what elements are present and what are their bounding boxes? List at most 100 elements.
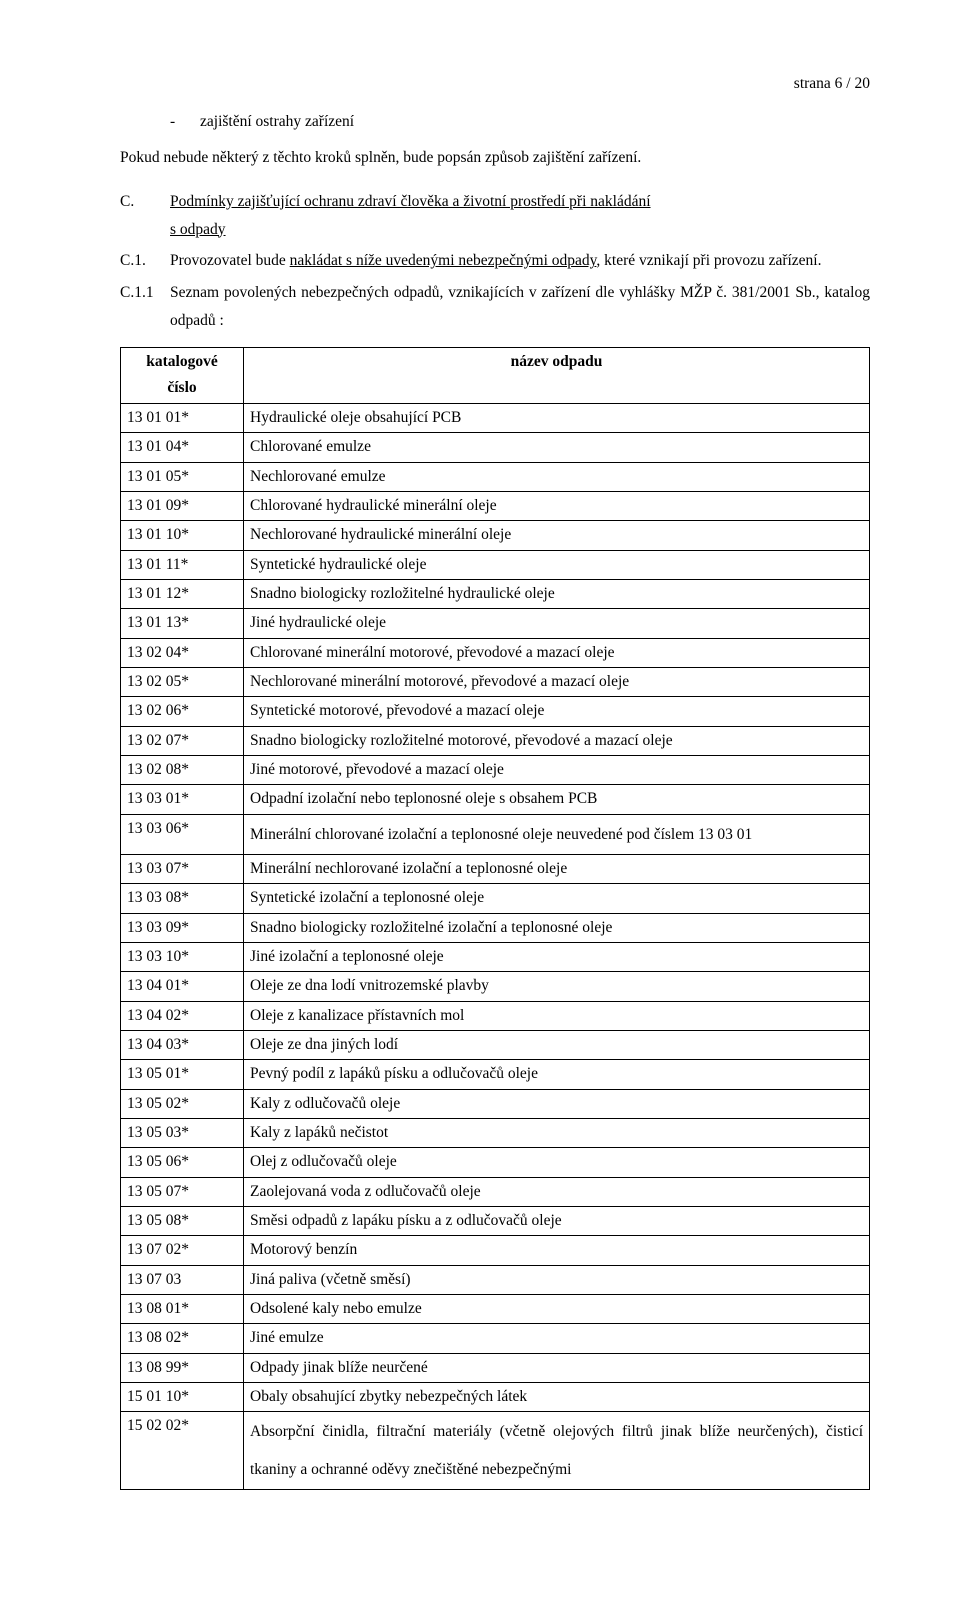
cell-code: 13 01 04*	[121, 433, 244, 462]
cell-name: Minerální chlorované izolační a teplonos…	[244, 814, 870, 854]
table-row: 13 02 05*Nechlorované minerální motorové…	[121, 667, 870, 696]
section-c11-body: Seznam povolených nebezpečných odpadů, v…	[170, 279, 870, 335]
cell-name: Snadno biologicky rozložitelné hydraulic…	[244, 579, 870, 608]
cell-code: 13 01 09*	[121, 491, 244, 520]
section-c-line1: Podmínky zajišťující ochranu zdraví člov…	[170, 193, 651, 210]
table-row: 13 01 10*Nechlorované hydraulické minerá…	[121, 521, 870, 550]
table-row: 13 01 01*Hydraulické oleje obsahující PC…	[121, 403, 870, 432]
cell-name: Oleje ze dna jiných lodí	[244, 1030, 870, 1059]
table-row: 13 04 03*Oleje ze dna jiných lodí	[121, 1030, 870, 1059]
section-c11-label: C.1.1	[120, 279, 170, 307]
cell-code: 13 02 06*	[121, 697, 244, 726]
page-number: strana 6 / 20	[120, 70, 870, 98]
table-row: 13 02 08*Jiné motorové, převodové a maza…	[121, 755, 870, 784]
table-row: 13 01 09*Chlorované hydraulické mineráln…	[121, 491, 870, 520]
cell-code: 13 01 10*	[121, 521, 244, 550]
table-row: 13 01 12*Snadno biologicky rozložitelné …	[121, 579, 870, 608]
table-row: 13 05 01*Pevný podíl z lapáků písku a od…	[121, 1060, 870, 1089]
cell-name: Kaly z odlučovačů oleje	[244, 1089, 870, 1118]
cell-name: Oleje z kanalizace přístavních mol	[244, 1001, 870, 1030]
cell-code: 13 03 06*	[121, 814, 244, 854]
table-row: 13 05 08*Směsi odpadů z lapáku písku a z…	[121, 1206, 870, 1235]
bullet-dash: -	[170, 108, 200, 136]
table-row: 13 03 09*Snadno biologicky rozložitelné …	[121, 913, 870, 942]
cell-name: Kaly z lapáků nečistot	[244, 1118, 870, 1147]
section-c1-label: C.1.	[120, 247, 170, 275]
cell-code: 13 03 01*	[121, 785, 244, 814]
table-row: 13 01 11*Syntetické hydraulické oleje	[121, 550, 870, 579]
cell-code: 13 02 05*	[121, 667, 244, 696]
cell-code: 13 05 01*	[121, 1060, 244, 1089]
cell-name: Minerální nechlorované izolační a teplon…	[244, 854, 870, 883]
cell-name: Nechlorované emulze	[244, 462, 870, 491]
table-row: 13 08 99*Odpady jinak blíže neurčené	[121, 1353, 870, 1382]
header-code-l2: číslo	[167, 379, 196, 396]
intro-paragraph: Pokud nebude některý z těchto kroků spln…	[120, 144, 870, 172]
cell-code: 13 02 04*	[121, 638, 244, 667]
section-c1: C.1. Provozovatel bude nakládat s níže u…	[120, 247, 870, 275]
cell-name: Jiné hydraulické oleje	[244, 609, 870, 638]
table-row: 13 03 07*Minerální nechlorované izolační…	[121, 854, 870, 883]
cell-code: 13 08 01*	[121, 1294, 244, 1323]
waste-table: katalogové číslo název odpadu 13 01 01*H…	[120, 347, 870, 1490]
table-row: 15 01 10*Obaly obsahující zbytky nebezpe…	[121, 1383, 870, 1412]
table-row: 13 04 01*Oleje ze dna lodí vnitrozemské …	[121, 972, 870, 1001]
cell-code: 13 08 99*	[121, 1353, 244, 1382]
c1-post: , které vznikají při provozu zařízení.	[596, 252, 821, 269]
table-row: 13 05 02*Kaly z odlučovačů oleje	[121, 1089, 870, 1118]
cell-code: 13 07 03	[121, 1265, 244, 1294]
table-row: 13 01 04*Chlorované emulze	[121, 433, 870, 462]
table-row: 13 07 03Jiná paliva (včetně směsí)	[121, 1265, 870, 1294]
cell-name: Jiné emulze	[244, 1324, 870, 1353]
cell-code: 13 01 11*	[121, 550, 244, 579]
header-code: katalogové číslo	[121, 348, 244, 404]
table-row: 13 07 02*Motorový benzín	[121, 1236, 870, 1265]
table-row: 13 02 06*Syntetické motorové, převodové …	[121, 697, 870, 726]
cell-name: Nechlorované minerální motorové, převodo…	[244, 667, 870, 696]
table-row: 13 08 02*Jiné emulze	[121, 1324, 870, 1353]
cell-name: Směsi odpadů z lapáku písku a z odlučova…	[244, 1206, 870, 1235]
cell-code: 13 01 01*	[121, 403, 244, 432]
cell-name: Syntetické hydraulické oleje	[244, 550, 870, 579]
table-row: 13 05 06*Olej z odlučovačů oleje	[121, 1148, 870, 1177]
cell-name: Motorový benzín	[244, 1236, 870, 1265]
cell-code: 13 03 07*	[121, 854, 244, 883]
cell-code: 13 04 03*	[121, 1030, 244, 1059]
cell-code: 13 02 07*	[121, 726, 244, 755]
bullet-item: - zajištění ostrahy zařízení	[170, 108, 870, 136]
section-c-label: C.	[120, 188, 170, 216]
table-row: 13 01 13*Jiné hydraulické oleje	[121, 609, 870, 638]
cell-code: 13 05 03*	[121, 1118, 244, 1147]
cell-name: Zaolejovaná voda z odlučovačů oleje	[244, 1177, 870, 1206]
table-row: 13 02 07*Snadno biologicky rozložitelné …	[121, 726, 870, 755]
cell-code: 13 08 02*	[121, 1324, 244, 1353]
table-row: 13 03 08*Syntetické izolační a teplonosn…	[121, 884, 870, 913]
c1-underline: nakládat s níže uvedenými nebezpečnými o…	[290, 252, 597, 269]
cell-name: Syntetické izolační a teplonosné oleje	[244, 884, 870, 913]
cell-code: 13 03 10*	[121, 942, 244, 971]
cell-name: Oleje ze dna lodí vnitrozemské plavby	[244, 972, 870, 1001]
section-c: C. Podmínky zajišťující ochranu zdraví č…	[120, 188, 870, 244]
cell-code: 13 04 02*	[121, 1001, 244, 1030]
cell-code: 13 05 08*	[121, 1206, 244, 1235]
cell-name: Chlorované hydraulické minerální oleje	[244, 491, 870, 520]
cell-name: Odpady jinak blíže neurčené	[244, 1353, 870, 1382]
section-c-line2: s odpady	[170, 221, 226, 238]
cell-name: Chlorované emulze	[244, 433, 870, 462]
table-row: 13 02 04*Chlorované minerální motorové, …	[121, 638, 870, 667]
cell-code: 13 01 13*	[121, 609, 244, 638]
cell-code: 13 04 01*	[121, 972, 244, 1001]
cell-name: Pevný podíl z lapáků písku a odlučovačů …	[244, 1060, 870, 1089]
cell-code: 13 01 05*	[121, 462, 244, 491]
cell-name: Odsolené kaly nebo emulze	[244, 1294, 870, 1323]
table-row: 13 03 06*Minerální chlorované izolační a…	[121, 814, 870, 854]
c1-pre: Provozovatel bude	[170, 252, 290, 269]
cell-name: Obaly obsahující zbytky nebezpečných lát…	[244, 1383, 870, 1412]
cell-code: 15 02 02*	[121, 1412, 244, 1489]
section-c11: C.1.1 Seznam povolených nebezpečných odp…	[120, 279, 870, 335]
cell-name: Syntetické motorové, převodové a mazací …	[244, 697, 870, 726]
cell-name: Snadno biologicky rozložitelné izolační …	[244, 913, 870, 942]
cell-code: 13 05 02*	[121, 1089, 244, 1118]
table-row: 13 05 03*Kaly z lapáků nečistot	[121, 1118, 870, 1147]
table-row: 15 02 02*Absorpční činidla, filtrační ma…	[121, 1412, 870, 1489]
